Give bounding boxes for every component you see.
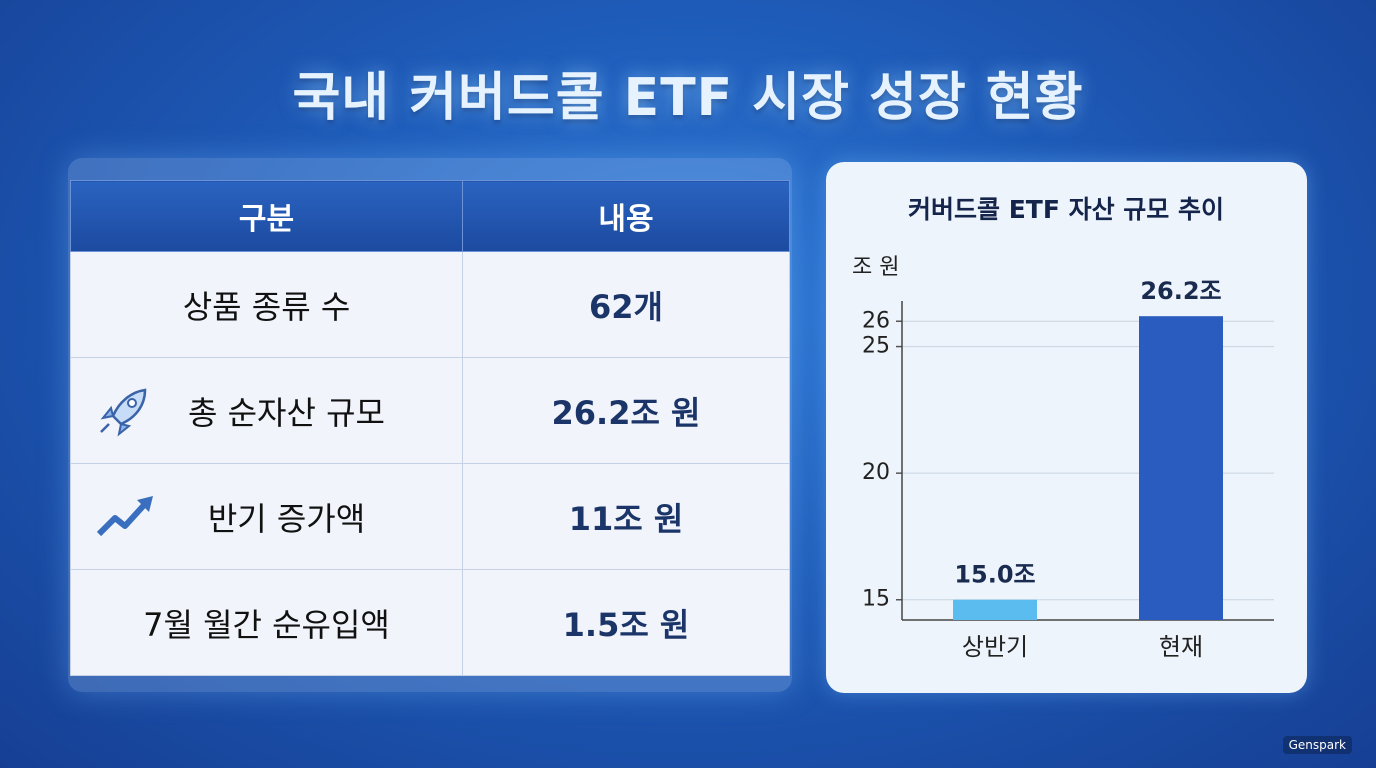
- table-cell: 11조 원: [462, 463, 790, 570]
- row-label: 총 순자산 규모: [188, 393, 385, 432]
- value-label: 15.0조: [954, 561, 1035, 589]
- summary-table: 구분 내용 상품 종류 수 62개 총 순자산 규모 26.2조 원 반기 증가…: [70, 180, 790, 676]
- table-cell: 반기 증가액: [70, 463, 463, 570]
- y-tick-label: 15: [862, 587, 890, 612]
- y-tick-label: 25: [862, 334, 890, 359]
- table-cell: 1.5조 원: [462, 569, 790, 676]
- table-cell: 7월 월간 순유입액: [70, 569, 463, 676]
- y-tick-label: 20: [862, 460, 890, 485]
- rocket-icon: [100, 388, 147, 437]
- table-cell: 총 순자산 규모: [70, 357, 463, 464]
- trend-icon: [96, 496, 153, 537]
- chart-title: 커버드콜 ETF 자산 규모 추이: [908, 195, 1224, 224]
- y-tick-label: 26: [862, 308, 890, 333]
- x-tick-label: 상반기: [962, 633, 1028, 661]
- row-label: 반기 증가액: [207, 499, 366, 538]
- bar: [1139, 316, 1223, 620]
- chart-panel: [826, 162, 1307, 693]
- table-header: 구분: [70, 180, 463, 252]
- table-cell: 상품 종류 수: [70, 251, 463, 358]
- value-label: 26.2조: [1140, 277, 1221, 305]
- bar: [953, 599, 1037, 620]
- x-tick-label: 현재: [1159, 633, 1203, 661]
- table-header: 내용: [462, 180, 790, 252]
- watermark: Genspark: [1282, 736, 1352, 754]
- table-cell: 62개: [462, 251, 790, 358]
- page-title: 국내 커버드콜 ETF 시장 성장 현황: [292, 68, 1084, 128]
- y-axis-label: 조 원: [852, 255, 899, 280]
